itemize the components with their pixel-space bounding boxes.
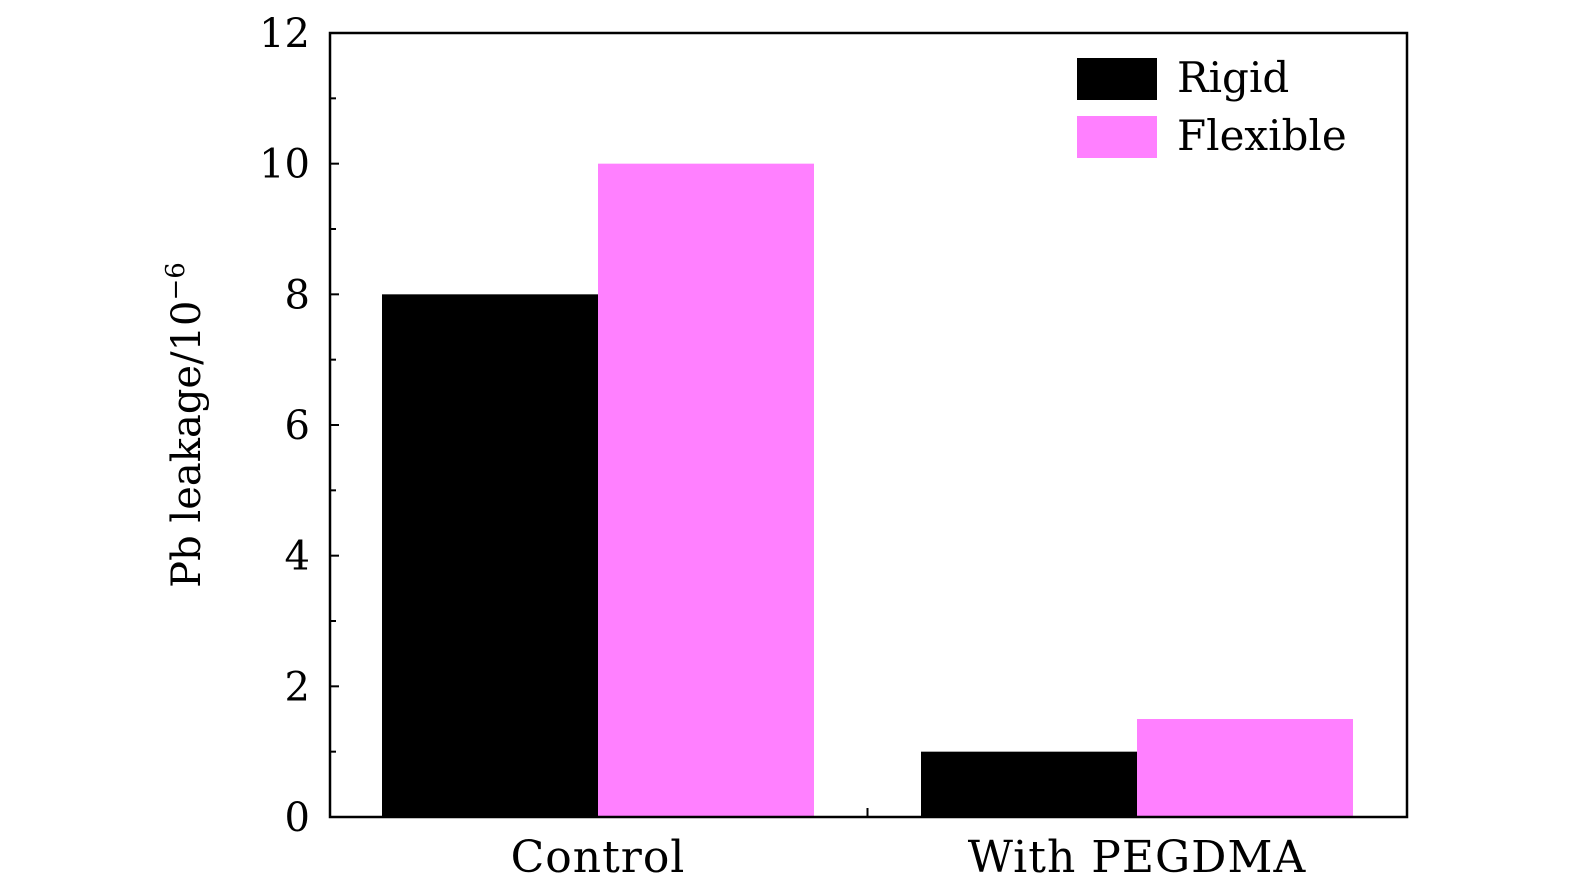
bar-rigid-with-pegdma [921,751,1137,817]
x-category-label: Control [511,832,686,883]
x-ticks-group: Control With PEGDMA [511,808,1307,883]
y-axis-label-text: Pb leakage/10 [164,301,210,588]
legend-label-rigid: Rigid [1177,53,1289,102]
y-tick-label: 8 [285,272,310,318]
bar-flexible-control [598,163,814,817]
y-axis-label-exponent: −6 [161,262,191,300]
y-tick-label: 2 [285,664,310,710]
y-tick-label: 0 [285,795,310,841]
y-axis-label: Pb leakage/10−6 [161,262,210,588]
legend-swatch-rigid [1077,58,1157,100]
y-tick-label: 10 [259,142,310,188]
y-tick-label: 4 [285,534,310,580]
y-tick-label: 12 [259,11,310,57]
legend-label-flexible: Flexible [1177,111,1347,160]
bar-flexible-with-pegdma [1137,719,1353,817]
legend: Rigid Flexible [1077,53,1347,160]
x-category-label: With PEGDMA [968,832,1307,883]
bar-rigid-control [382,294,598,817]
bars-group [382,163,1353,817]
legend-swatch-flexible [1077,116,1157,158]
y-tick-label: 6 [285,403,310,449]
y-ticks-group: 0 2 4 6 8 10 12 [259,11,339,841]
